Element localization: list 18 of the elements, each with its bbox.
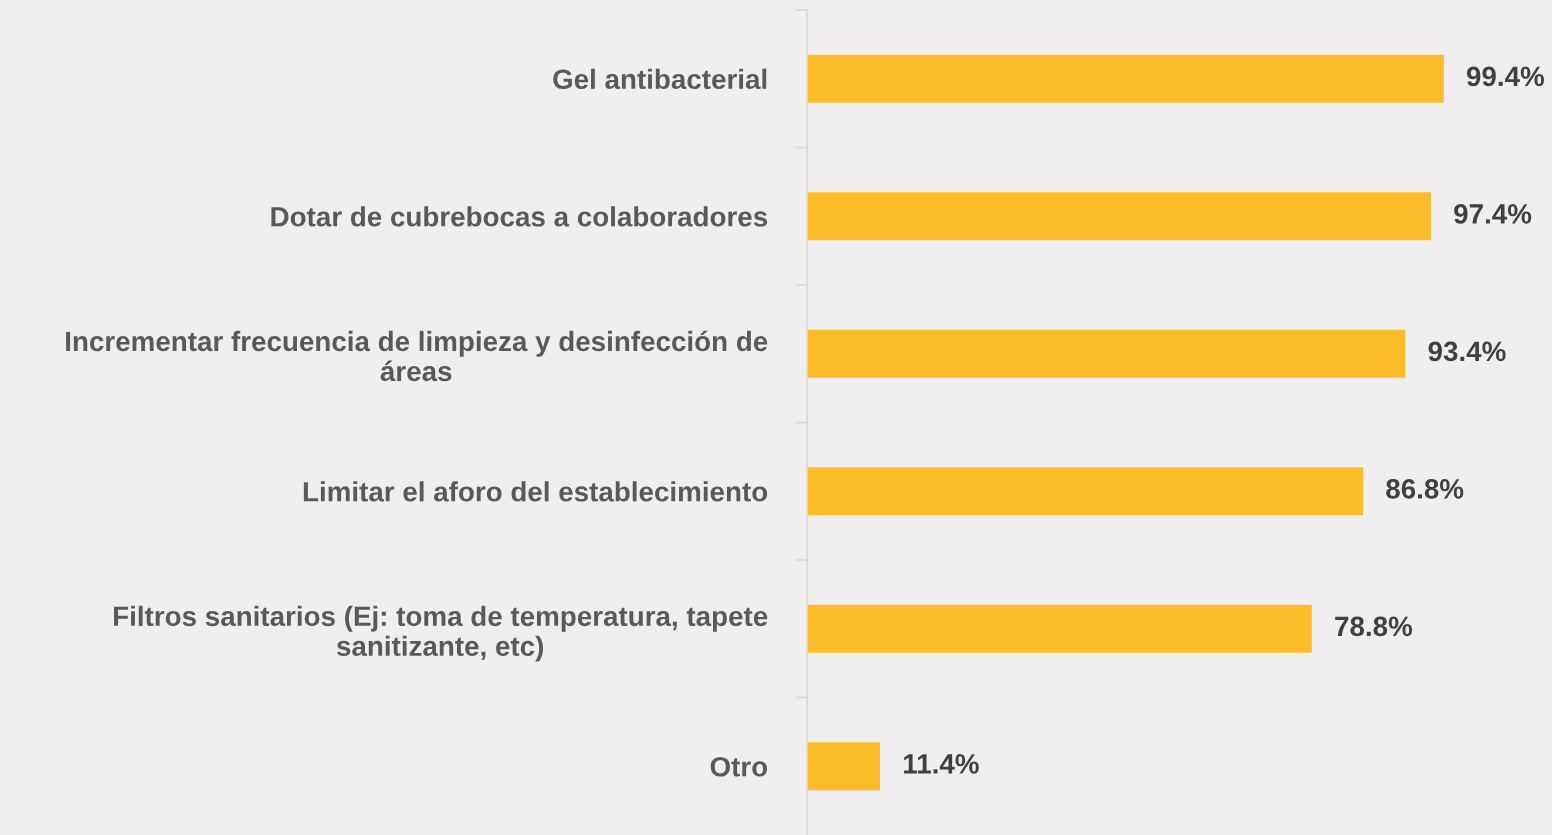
y-tick-label: Filtros sanitarios (Ej: toma de temperatura, tapete sanitizante, etc) [114,605,768,662]
y-tick-label: Otro [710,756,768,777]
y-tick-label: Dotar de cubrebocas a colaboradores [271,206,768,227]
data-label: 93.4% [1428,341,1506,362]
data-label: 99.4% [1466,66,1545,87]
data-label: 78.8% [1335,616,1413,637]
bar [807,192,1431,241]
data-label: 86.8% [1386,479,1464,499]
y-tick-label: Incrementar frecuencia de limpieza y desinfección de áreas [66,330,768,382]
y-tick-label: Gel antibacterial [553,68,767,90]
data-label: 11.4% [904,754,979,774]
bar [807,54,1444,103]
data-label: 97.4% [1454,204,1532,224]
y-tick-label: Limitar el aforo del establecimiento [303,481,768,502]
bar [807,329,1406,378]
bar [807,604,1312,653]
bar [807,742,881,791]
bar [807,467,1364,516]
